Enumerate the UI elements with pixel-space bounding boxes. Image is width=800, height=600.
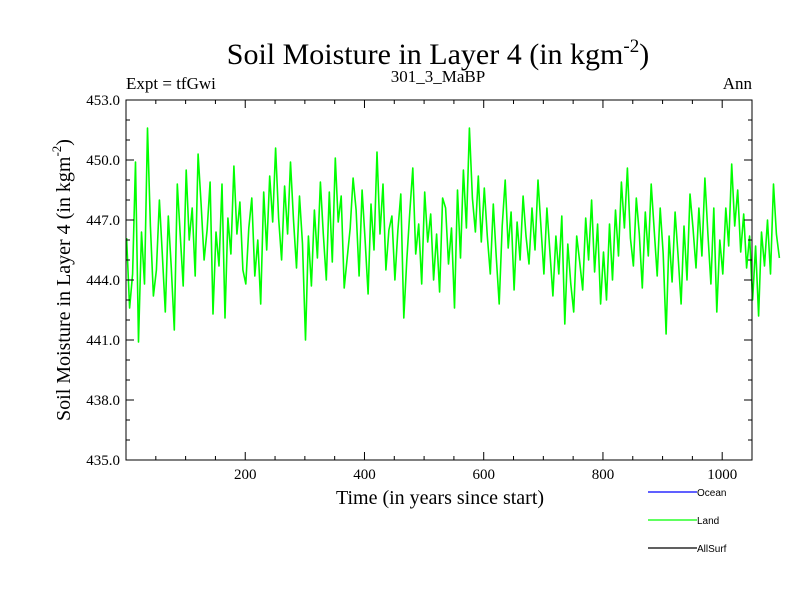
expt-label: Expt = tfGwi — [126, 74, 216, 93]
x-tick-label: 200 — [234, 467, 257, 483]
legend: Ocean Land AllSurf — [648, 488, 727, 555]
series-layer — [125, 127, 781, 343]
period-label: Ann — [723, 74, 753, 93]
x-tick-label: 1000 — [707, 467, 737, 483]
x-tick-label: 600 — [472, 467, 495, 483]
legend-label-allsurf: AllSurf — [697, 544, 727, 555]
x-tick-label: 800 — [592, 467, 615, 483]
y-tick-label: 435.0 — [86, 453, 120, 469]
x-axis-label: Time (in years since start) — [336, 487, 544, 509]
y-axis-label: Soil Moisture in Layer 4 (in kgm-2) — [49, 139, 75, 421]
run-label: 301_3_MaBP — [391, 67, 485, 86]
y-tick-label: 444.0 — [86, 273, 120, 289]
legend-label-land: Land — [697, 516, 719, 527]
y-tick-label: 438.0 — [86, 393, 120, 409]
legend-label-ocean: Ocean — [697, 488, 726, 499]
y-tick-label: 441.0 — [86, 333, 120, 349]
plot-frame — [125, 99, 753, 461]
x-tick-label: 400 — [353, 467, 376, 483]
y-tick-label: 447.0 — [86, 213, 120, 229]
tick-layer: 435.0 438.0 441.0 444.0 447.0 450.0 453.0 200 40… — [86, 93, 752, 483]
y-tick-label: 450.0 — [86, 153, 120, 169]
series-line-land — [125, 127, 781, 343]
chart-title: Soil Moisture in Layer 4 (in kgm-2) — [227, 36, 649, 71]
y-tick-label: 453.0 — [86, 93, 120, 109]
